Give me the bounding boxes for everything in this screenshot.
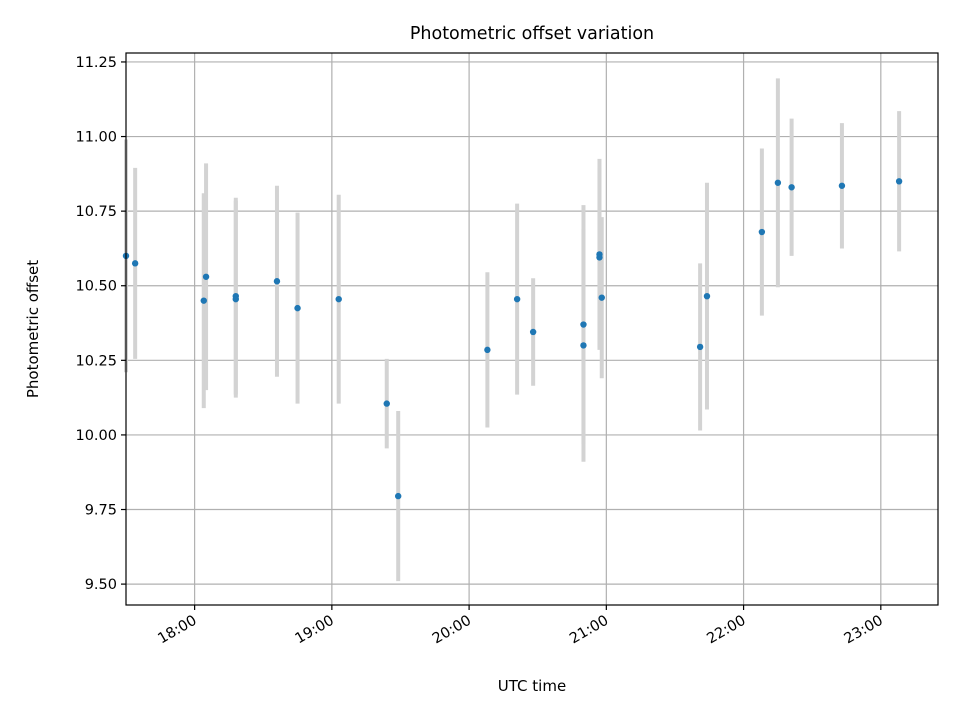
data-point xyxy=(598,294,605,301)
y-tick-label: 10.00 xyxy=(75,428,117,444)
data-point xyxy=(788,184,795,191)
data-point xyxy=(703,292,711,300)
data-point xyxy=(774,179,782,186)
y-tick-label: 10.75 xyxy=(75,204,117,220)
data-point xyxy=(580,321,587,328)
data-point xyxy=(529,328,537,336)
y-tick-label: 10.50 xyxy=(75,279,117,295)
data-point xyxy=(131,260,139,267)
chart-title: Photometric offset variation xyxy=(410,24,654,44)
x-tick-label: 19:00 xyxy=(293,613,337,648)
y-tick-label: 10.25 xyxy=(75,353,117,369)
y-tick-label: 11.25 xyxy=(75,55,117,71)
data-point xyxy=(838,182,846,189)
data-point xyxy=(200,297,207,304)
x-axis-title: UTC time xyxy=(498,677,566,695)
plot-area-frame xyxy=(125,52,939,606)
data-point xyxy=(696,343,704,351)
data-point xyxy=(580,342,587,349)
y-tick-label: 11.00 xyxy=(75,130,117,146)
error-bars xyxy=(124,78,902,582)
data-point xyxy=(596,254,603,261)
data-point xyxy=(383,400,390,407)
x-tick-label: 18:00 xyxy=(155,613,199,648)
x-axis-ticks: 18:00 19:00 20:00 21:00 22:00 23:00 xyxy=(155,605,886,648)
y-axis-ticks: 9.50 9.75 10.00 10.25 10.50 10.75 11.00 11.25 xyxy=(75,55,126,593)
data-point xyxy=(758,228,766,236)
data-point xyxy=(232,295,239,303)
x-tick-label: 21:00 xyxy=(567,613,611,648)
y-tick-label: 9.50 xyxy=(85,577,117,593)
data-point xyxy=(202,273,210,280)
y-tick-label: 9.75 xyxy=(85,503,117,519)
x-tick-label: 22:00 xyxy=(704,613,748,648)
x-tick-label: 20:00 xyxy=(430,613,474,648)
y-axis-title: Photometric offset xyxy=(24,260,42,398)
data-point xyxy=(484,346,491,354)
x-tick-label: 23:00 xyxy=(842,613,886,648)
data-point xyxy=(335,295,342,303)
grid-lines xyxy=(126,53,938,605)
data-point xyxy=(273,278,281,285)
data-points xyxy=(122,178,903,500)
data-point xyxy=(513,295,521,303)
data-point xyxy=(294,304,301,312)
data-point xyxy=(895,178,903,185)
data-point xyxy=(394,492,402,500)
